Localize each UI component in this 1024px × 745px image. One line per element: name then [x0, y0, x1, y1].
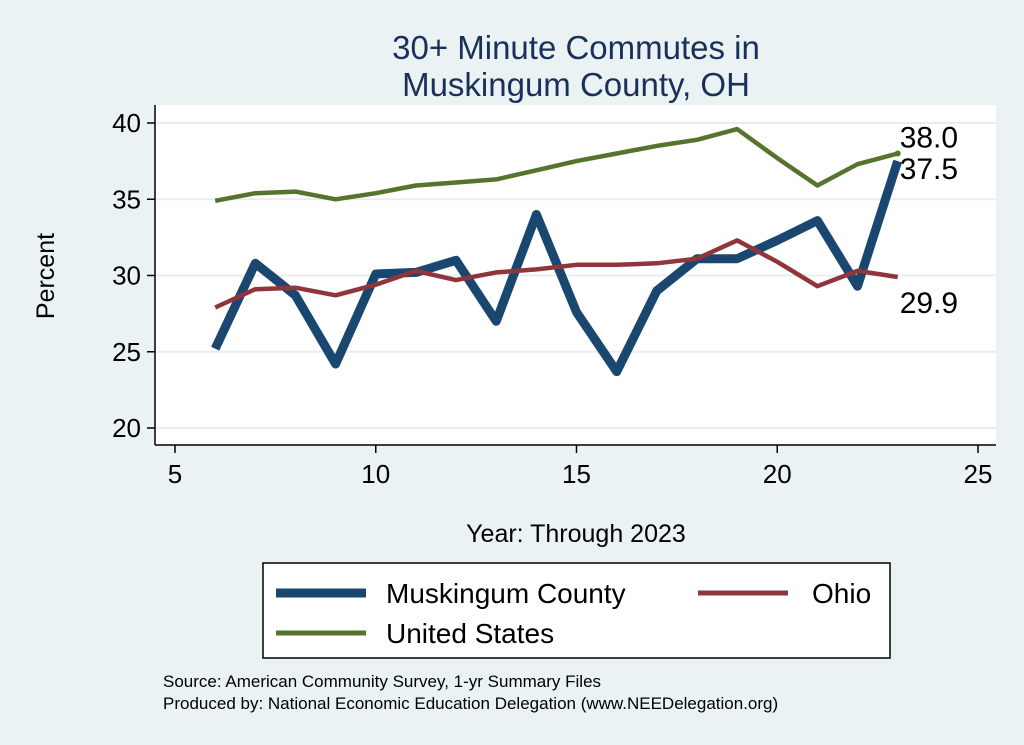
series-line-ohio [214, 238, 899, 310]
y-tick-label: 20 [112, 413, 141, 443]
chart-title-line-1: 30+ Minute Commutes in [392, 29, 760, 66]
x-tick-label: 10 [361, 459, 390, 489]
end-label-united-states: 38.0 [900, 122, 958, 155]
y-tick-label: 25 [112, 337, 141, 367]
produced-by-note: Produced by: National Economic Education… [163, 694, 778, 713]
end-label-ohio: 29.9 [900, 287, 958, 320]
legend: Muskingum County Ohio United States [262, 562, 891, 659]
y-tick-label: 35 [112, 184, 141, 214]
legend-box [262, 562, 891, 659]
chart-title-line-2: Muskingum County, OH [402, 66, 750, 103]
source-note: Source: American Community Survey, 1-yr … [163, 672, 601, 691]
x-axis-title: Year: Through 2023 [466, 520, 686, 548]
x-tick-label: 5 [168, 459, 182, 489]
y-tick-label: 40 [112, 108, 141, 138]
y-tick-label: 30 [112, 261, 141, 291]
series-line-united-states [214, 126, 899, 204]
y-axis-title: Percent [32, 233, 60, 319]
series-line-muskingum-county [211, 159, 902, 377]
legend-label-us: United States [386, 618, 554, 649]
end-marker-united-states [894, 150, 901, 157]
legend-label-ohio: Ohio [812, 578, 871, 609]
legend-label-muskingum: Muskingum County [386, 578, 626, 609]
end-label-muskingum-county: 37.5 [900, 153, 958, 186]
x-tick-label: 15 [562, 459, 591, 489]
x-tick-label: 20 [763, 459, 792, 489]
x-tick-label: 25 [964, 459, 993, 489]
